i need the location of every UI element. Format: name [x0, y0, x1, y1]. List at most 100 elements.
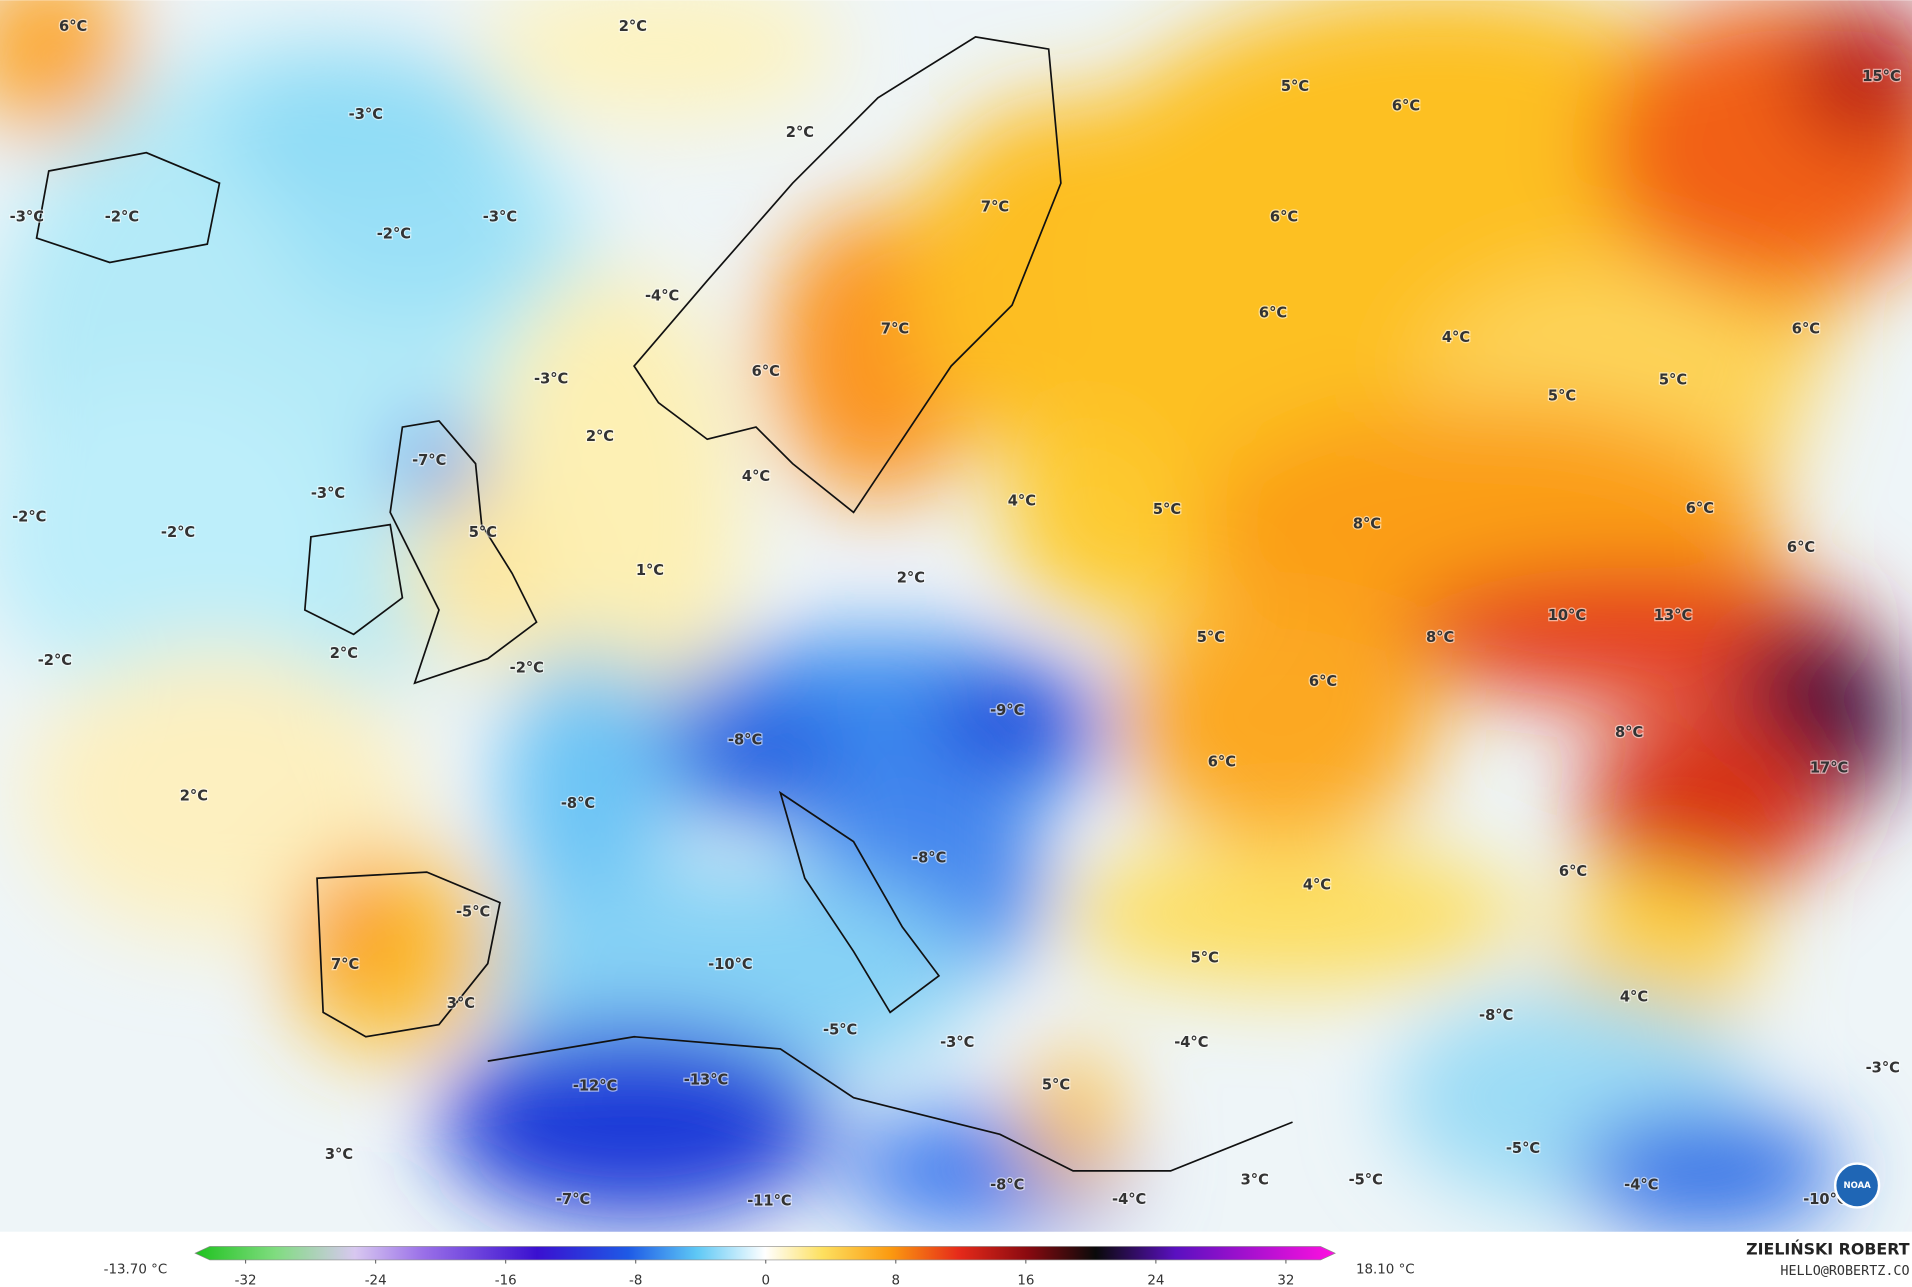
- field-blob: [926, 670, 1098, 769]
- temperature-label: -7°C: [556, 1191, 590, 1208]
- min-value: -13.70 °C: [104, 1263, 168, 1278]
- temperature-field: [0, 0, 1912, 1232]
- temperature-label: 8°C: [1353, 516, 1381, 533]
- temperature-label: 2°C: [619, 18, 647, 35]
- color-bar: [194, 1246, 1336, 1261]
- coastlines: [35, 35, 1293, 1172]
- temperature-label: 7°C: [981, 199, 1009, 216]
- temperature-label: 15°C: [1862, 68, 1900, 85]
- temperature-label: 6°C: [1270, 208, 1298, 225]
- field-blob: [1792, 0, 1912, 147]
- logo-text: NOAA: [1843, 1181, 1871, 1191]
- logo-circle: [1833, 1162, 1881, 1209]
- temperature-labels: 6°C 2°C -3°C 15°C 5°C 6°C 2°C -3°C -2°C -2°C -3°C 7…: [8, 17, 1901, 1211]
- tick-label: -24: [365, 1274, 387, 1287]
- email: HELLO@ROBERTZ.CO: [1780, 1264, 1909, 1279]
- temperature-label: 5°C: [1153, 501, 1181, 518]
- temperature-label: -8°C: [912, 850, 946, 867]
- temperature-label: 4°C: [1303, 877, 1331, 894]
- temperature-label: 1°C: [636, 562, 664, 579]
- temperature-label: 6°C: [1686, 500, 1714, 517]
- color-bar-ticks: -32 -24 -16 -8 0 8 16 24 32: [235, 1259, 1294, 1287]
- field-blob: [499, 646, 671, 940]
- temperature-label: -9°C: [990, 702, 1024, 719]
- tick-label: 24: [1147, 1274, 1164, 1287]
- field-blob: [1573, 1109, 1842, 1232]
- field-blob: [402, 488, 549, 659]
- temperature-label: -2°C: [105, 208, 139, 225]
- temperature-label: 6°C: [59, 18, 87, 35]
- temperature-label: -3°C: [10, 208, 44, 225]
- temperature-label: -8°C: [1479, 1007, 1513, 1024]
- temperature-label: 4°C: [1008, 492, 1036, 509]
- temperature-label: -4°C: [1174, 1034, 1208, 1051]
- temperature-label: -2°C: [510, 659, 544, 676]
- temperature-label: -8°C: [990, 1177, 1024, 1194]
- temperature-label: 2°C: [586, 428, 614, 445]
- temperature-label: 6°C: [752, 363, 780, 380]
- field-blob: [1024, 1048, 1122, 1196]
- temperature-label: 2°C: [897, 569, 925, 586]
- temperature-label: -12°C: [573, 1078, 617, 1095]
- temperature-label: -4°C: [645, 288, 679, 305]
- temperature-label: 6°C: [1559, 863, 1587, 880]
- temperature-label: 2°C: [330, 645, 358, 662]
- field-blob: [475, 268, 744, 757]
- temperature-label: 3°C: [325, 1146, 353, 1163]
- temperature-label: 4°C: [1442, 329, 1470, 346]
- temperature-label: -5°C: [1349, 1172, 1383, 1189]
- temperature-label: 13°C: [1654, 607, 1692, 624]
- temperature-label: 2°C: [180, 788, 208, 805]
- temperature-label: 8°C: [1615, 724, 1643, 741]
- temperature-label: 3°C: [1241, 1172, 1269, 1189]
- temperature-label: -8°C: [561, 795, 595, 812]
- temperature-label: -5°C: [823, 1022, 857, 1039]
- temperature-label: -3°C: [1866, 1059, 1900, 1076]
- field-blob: [438, 1024, 830, 1220]
- temperature-label: -4°C: [1624, 1177, 1658, 1194]
- tick-label: -32: [235, 1274, 257, 1287]
- field-blob: [24, 646, 415, 940]
- temperature-label: -2°C: [38, 652, 72, 669]
- temperature-label: -3°C: [349, 106, 383, 123]
- field-blob: [1121, 597, 1439, 842]
- temperature-label: 6°C: [1392, 97, 1420, 114]
- field-blob: [658, 695, 854, 818]
- field-blob: [1585, 707, 1830, 903]
- field-blob: [280, 170, 549, 318]
- temperature-label: 7°C: [331, 956, 359, 973]
- temperature-label: -2°C: [377, 225, 411, 242]
- temperature-label: -11°C: [747, 1192, 791, 1209]
- tick-label: 8: [892, 1274, 901, 1287]
- temperature-label: -7°C: [412, 452, 446, 469]
- tick-label: -16: [495, 1274, 517, 1287]
- noaa-logo: NOAA: [1833, 1162, 1881, 1209]
- temperature-label: -4°C: [1112, 1191, 1146, 1208]
- field-blob: [1060, 841, 1525, 988]
- temperature-label: 2°C: [786, 124, 814, 141]
- temperature-label: 5°C: [1042, 1077, 1070, 1094]
- temperature-label: 6°C: [1309, 673, 1337, 690]
- temperature-label: 8°C: [1426, 629, 1454, 646]
- temperature-label: -2°C: [12, 508, 46, 525]
- tick-label: 0: [762, 1274, 771, 1287]
- temperature-label: 7°C: [881, 321, 909, 338]
- author: ZIELIŃSKI ROBERT: [1746, 1240, 1910, 1259]
- field-blob: [475, 0, 842, 123]
- temperature-label: 4°C: [1620, 989, 1648, 1006]
- temperature-label: 5°C: [1281, 78, 1309, 95]
- tick-label: 32: [1277, 1274, 1294, 1287]
- temperature-label: 6°C: [1787, 539, 1815, 556]
- temperature-label: -3°C: [940, 1034, 974, 1051]
- temperature-label: -5°C: [1506, 1140, 1540, 1157]
- field-blob: [317, 866, 391, 988]
- tick-label: -8: [629, 1274, 642, 1287]
- temperature-label: 5°C: [469, 524, 497, 541]
- temperature-label: 5°C: [1191, 950, 1219, 967]
- temperature-label: 5°C: [1659, 372, 1687, 389]
- tick-label: 16: [1017, 1274, 1034, 1287]
- max-value: 18.10 °C: [1356, 1263, 1415, 1278]
- temperature-label: 10°C: [1548, 607, 1586, 624]
- temperature-label: -3°C: [534, 371, 568, 388]
